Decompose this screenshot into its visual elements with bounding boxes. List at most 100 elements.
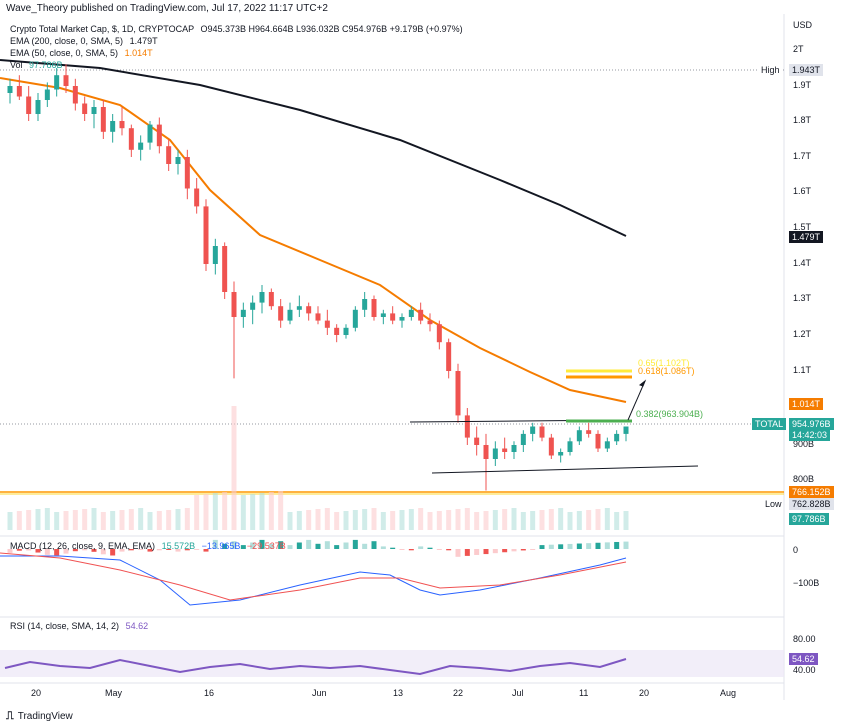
volume-bar — [604, 508, 610, 530]
volume-bar — [306, 510, 312, 530]
volume-bar — [296, 511, 302, 530]
macd-hist-bar — [16, 549, 22, 551]
volume-bar — [586, 510, 592, 530]
support-tag: 766.152B — [789, 486, 834, 498]
candle-body — [175, 157, 181, 164]
macd-hist-bar — [100, 549, 106, 555]
macd-hist-bar — [44, 549, 50, 555]
macd-hist-bar — [380, 546, 386, 549]
rsi-line — [4, 658, 627, 676]
macd-hist-bar — [595, 542, 601, 549]
macd-label: MACD (12, 26, close, 9, EMA, EMA) — [10, 541, 156, 551]
price-tick-label: 1.2T — [793, 329, 812, 339]
tradingview-logo-icon: ⎍ — [6, 710, 14, 722]
volume-bar — [530, 511, 536, 530]
legend-vol: Vol 97.786B — [10, 60, 63, 70]
volume-bar — [483, 511, 489, 530]
candle-body — [604, 441, 610, 449]
price-tick-label: 800B — [793, 474, 815, 484]
volume-bar — [371, 508, 377, 530]
volume-bar — [436, 511, 442, 530]
candle-body — [586, 430, 592, 434]
macd-hist-bar — [156, 549, 162, 551]
macd-hist-bar — [399, 549, 405, 550]
rsi-tick-label: 80.00 — [793, 634, 816, 644]
macd-hist-bar — [539, 545, 545, 549]
macd-hist-bar — [315, 543, 321, 549]
candle-body — [399, 317, 405, 321]
ema50-line — [0, 77, 627, 403]
candle-body — [82, 103, 88, 114]
volume-bar — [539, 510, 545, 530]
legend-macd: MACD (12, 26, close, 9, EMA, EMA) 15.572… — [10, 541, 286, 551]
candle-body — [100, 107, 106, 132]
candle-body — [296, 306, 302, 310]
macd-hist-bar — [567, 543, 573, 549]
candle-body — [156, 124, 162, 147]
price-tick-label: 1.9T — [793, 80, 812, 90]
macd-tick-label: 0 — [793, 545, 799, 555]
volume-bar — [194, 495, 200, 530]
macd-hist-bar — [72, 549, 78, 552]
macd-hist-bar — [483, 549, 489, 555]
volume-bar — [26, 510, 32, 530]
candle-body — [166, 146, 172, 164]
candle-body — [520, 433, 526, 445]
volume-bar — [54, 512, 60, 530]
price-tick-label: 900B — [793, 439, 815, 449]
price-tick-label: 1.5T — [793, 222, 812, 232]
candle-body — [212, 246, 218, 264]
volume-bar — [399, 510, 405, 530]
rsi-tag: 54.62 — [789, 653, 818, 665]
macd-hist-bar — [614, 541, 620, 549]
volume-bar — [464, 508, 470, 530]
fib-382-label: 0.382(963.904B) — [636, 409, 704, 419]
candle-body — [147, 124, 153, 143]
candle-body — [576, 430, 582, 442]
time-tick-label: 13 — [393, 688, 404, 698]
volume-bar — [147, 512, 153, 530]
macd-hist-bar — [222, 543, 228, 549]
candle-body — [539, 426, 545, 438]
macd-hist-bar — [250, 542, 256, 549]
publisher-line: Wave_Theory published on TradingView.com… — [6, 3, 328, 14]
volume-bar — [156, 511, 162, 530]
macd-hist-bar — [371, 541, 377, 549]
candle-body — [530, 426, 536, 434]
time-tick-label: 22 — [453, 688, 464, 698]
volume-bar — [520, 512, 526, 530]
time-tick-label: 20 — [31, 688, 42, 698]
volume-bar — [240, 495, 246, 530]
volume-bar — [35, 509, 41, 530]
candle-body — [54, 75, 60, 90]
volume-bar — [250, 494, 256, 530]
macd-hist-bar — [492, 549, 498, 554]
candle-body — [278, 306, 284, 321]
volume-bar — [44, 508, 50, 530]
macd-tick-label: −100B — [793, 578, 820, 588]
macd-hist-bar — [502, 549, 508, 553]
macd-hist-bar — [390, 547, 396, 549]
volume-bar — [623, 511, 629, 530]
candle-body — [184, 157, 190, 189]
candle-body — [558, 452, 564, 456]
footer-brand[interactable]: ⎍ TradingView — [6, 710, 73, 723]
time-tick-label: 11 — [579, 688, 589, 698]
candle-body — [128, 128, 134, 150]
macd-hist-bar — [259, 539, 265, 549]
volume-bar — [82, 509, 88, 530]
volume-bar — [315, 509, 321, 530]
ema200-tag: 1.479T — [789, 231, 824, 243]
time-tick-label: Jul — [512, 688, 524, 698]
rsi-label: RSI (14, close, SMA, 14, 2) — [10, 621, 120, 631]
candle-body — [474, 437, 480, 445]
candle-body — [408, 309, 414, 317]
macd-hist-bar — [427, 547, 433, 549]
volume-bar — [474, 512, 480, 530]
macd-hist-bar — [520, 549, 526, 551]
macd-hist-bar — [296, 542, 302, 549]
volume-bar — [259, 493, 265, 530]
projection-arrow — [627, 380, 646, 421]
candle-body — [63, 75, 69, 86]
